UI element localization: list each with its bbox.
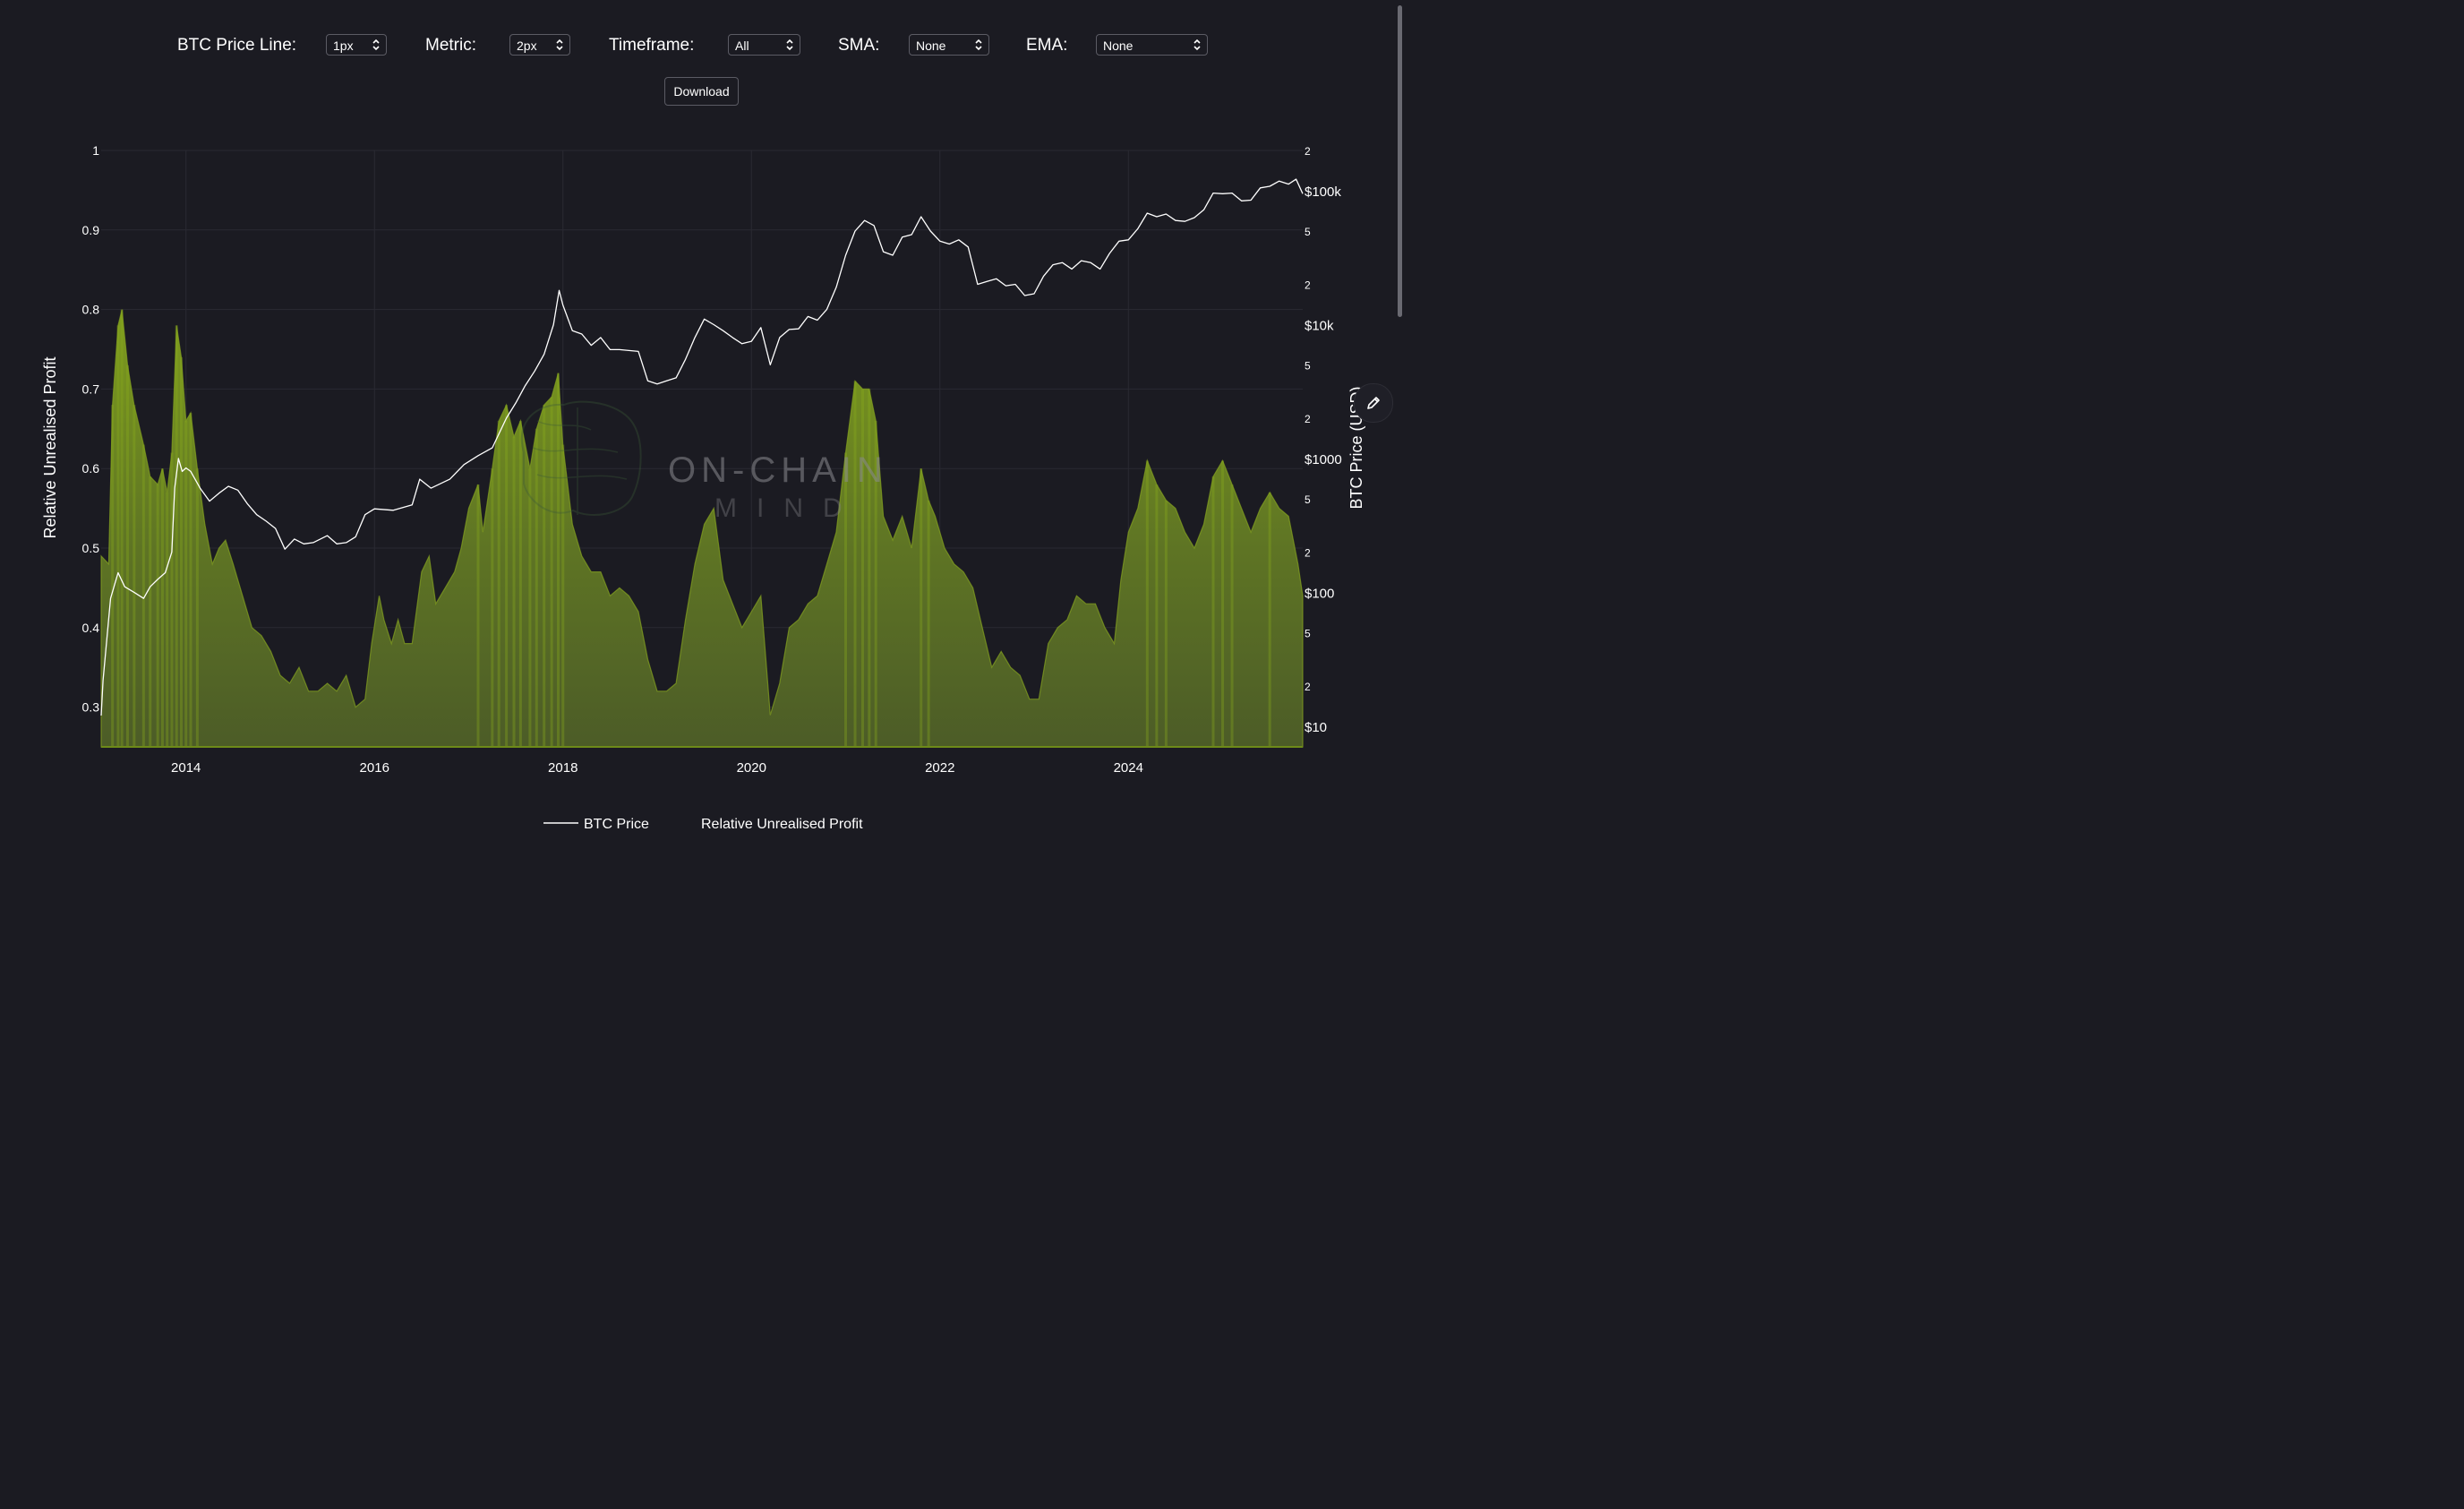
left-tick-label: 0.5	[82, 541, 100, 555]
chart-controls: BTC Price Line: 1px Metric: 2px Timefram…	[0, 34, 1404, 59]
metric-select[interactable]: 2px	[509, 34, 570, 56]
btc-price-line-label: BTC Price Line:	[177, 36, 297, 55]
watermark: ON-CHAIN MIND	[520, 400, 888, 523]
timeframe-value: All	[735, 39, 749, 53]
relative-unrealised-profit-series	[100, 309, 1304, 748]
left-tick-label: 0.8	[82, 303, 100, 317]
right-minor-tick-label: 2	[1305, 413, 1311, 425]
right-minor-tick-label: 5	[1305, 627, 1311, 639]
relative-unrealised-profit-area	[100, 309, 1304, 748]
watermark-line1: ON-CHAIN	[668, 450, 888, 490]
right-minor-tick-label: 2	[1305, 145, 1311, 158]
right-tick-label: $10k	[1305, 318, 1334, 333]
left-tick-label: 0.7	[82, 382, 100, 396]
right-minor-tick-label: 2	[1305, 546, 1311, 559]
timeframe-label: Timeframe:	[609, 36, 695, 55]
btc-price-line	[100, 178, 1304, 716]
right-tick-label: $100k	[1305, 184, 1341, 200]
left-tick-label: 1	[92, 143, 99, 158]
legend-item-relative-unrealised-profit[interactable]: Relative Unrealised Profit	[701, 817, 863, 832]
right-minor-tick-label: 5	[1305, 226, 1311, 238]
right-minor-tick-label: 2	[1305, 279, 1311, 291]
sma-label: SMA:	[838, 36, 880, 55]
x-tick-label: 2020	[737, 760, 766, 776]
metric-label: Metric:	[425, 36, 476, 55]
chevron-updown-icon	[1194, 39, 1201, 51]
sma-select[interactable]: None	[909, 34, 989, 56]
right-minor-tick-label: 5	[1305, 359, 1311, 372]
left-tick-label: 0.6	[82, 461, 100, 476]
metric-value: 2px	[517, 39, 537, 53]
pencil-icon	[1367, 397, 1380, 409]
ema-label: EMA:	[1026, 36, 1068, 55]
btc-price-series	[100, 178, 1304, 716]
legend: BTC Price Relative Unrealised Profit	[543, 817, 863, 832]
btc-price-line-value: 1px	[333, 39, 354, 53]
left-axis-title: Relative Unrealised Profit	[41, 356, 59, 538]
x-tick-label: 2018	[548, 760, 578, 776]
chevron-updown-icon	[372, 39, 380, 51]
watermark-line2: MIND	[714, 493, 862, 523]
right-axis-ticks: $10 $100 $1000 $10k $100k 2 5 2 5 2 5 2 5 2	[1305, 145, 1342, 735]
right-tick-label: $100	[1305, 586, 1334, 601]
left-tick-label: 0.3	[82, 700, 100, 715]
x-tick-label: 2014	[171, 760, 201, 776]
x-tick-label: 2016	[360, 760, 389, 776]
right-minor-tick-label: 5	[1305, 493, 1311, 506]
sma-value: None	[916, 39, 946, 53]
edit-button[interactable]	[1354, 383, 1393, 423]
btc-price-line-select[interactable]: 1px	[326, 34, 387, 56]
chevron-updown-icon	[786, 39, 793, 51]
left-axis-ticks: 0.3 0.4 0.5 0.6 0.7 0.8 0.9 1	[82, 143, 100, 715]
chart-area: ON-CHAIN MIND 0.3 0.4 0.5 0.6 0.7 0.8 0.9 1 $10…	[41, 143, 1365, 832]
scrollbar[interactable]	[1398, 5, 1402, 317]
download-button[interactable]: Download	[664, 77, 739, 106]
chevron-updown-icon	[556, 39, 563, 51]
x-tick-label: 2022	[925, 760, 954, 776]
timeframe-select[interactable]: All	[728, 34, 800, 56]
left-tick-label: 0.4	[82, 621, 100, 635]
left-tick-label: 0.9	[82, 223, 100, 237]
chevron-updown-icon	[975, 39, 982, 51]
ema-value: None	[1103, 39, 1134, 53]
right-minor-tick-label: 2	[1305, 681, 1311, 693]
right-tick-label: $1000	[1305, 452, 1342, 467]
x-tick-label: 2024	[1114, 760, 1143, 776]
brain-logo-icon	[520, 400, 642, 516]
ema-select[interactable]: None	[1096, 34, 1208, 56]
x-axis-ticks: 2014 2016 2018 2020 2022 2024	[171, 760, 1143, 776]
right-tick-label: $10	[1305, 720, 1327, 735]
legend-item-btc-price[interactable]: BTC Price	[584, 817, 649, 832]
